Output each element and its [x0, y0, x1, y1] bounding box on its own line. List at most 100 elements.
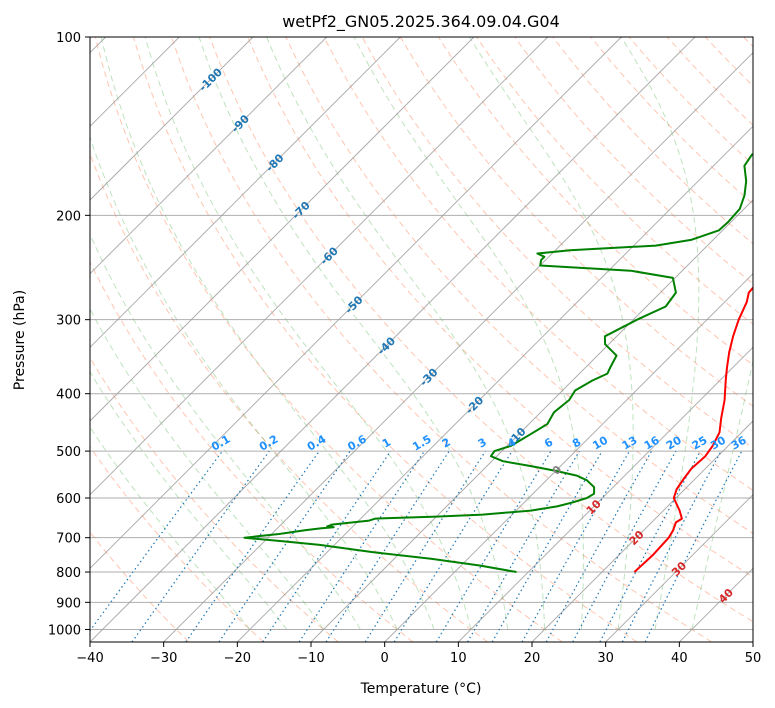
y-tick-label: 800: [56, 566, 81, 581]
mixing-ratio-label: 20: [664, 433, 684, 452]
dry-adiabat-line: [437, 37, 753, 366]
isotherm-line: [90, 37, 622, 570]
isotherm-line: [457, 346, 753, 642]
isotherm-label: -100: [196, 65, 225, 94]
moist-adiabat-line: [198, 37, 509, 630]
x-tick-label: −20: [224, 651, 251, 666]
x-tick-label: 0: [381, 651, 389, 666]
moist-adiabat-line: [90, 232, 361, 630]
isotherm-line: [163, 51, 753, 642]
isotherm-line: [90, 37, 696, 642]
isotherm-line: [310, 199, 753, 642]
dry-adiabat-line: [247, 37, 753, 578]
y-tick-label: 600: [56, 492, 81, 507]
isotherm-line: [236, 125, 753, 642]
mixing-ratio-label: 0.6: [345, 432, 369, 453]
dry-adiabat-line: [90, 356, 339, 642]
isotherm-line: [678, 567, 753, 642]
moist-adiabat-line: [144, 37, 472, 630]
isotherm-line: [90, 37, 549, 496]
mixing-ratio-label: 30: [708, 433, 728, 452]
moist-adiabat-line: [90, 308, 324, 630]
mixing-ratio-label: 6: [542, 435, 555, 450]
dry-adiabat-line: [743, 37, 753, 48]
dry-adiabat-line: [552, 37, 753, 245]
moist-adiabat-line: [691, 358, 753, 630]
isotherm-line: [90, 37, 401, 349]
x-tick-label: 30: [597, 651, 614, 666]
mixing-ratio-line: [325, 450, 450, 642]
moist-adiabat-line: [90, 135, 398, 630]
dry-adiabat-line: [90, 446, 264, 642]
dry-adiabat-line: [94, 37, 563, 642]
y-tick-label: 500: [56, 445, 81, 460]
mixing-ratio-line: [90, 450, 223, 632]
mixing-ratio-line: [466, 450, 580, 642]
moist-adiabat-line: [469, 37, 634, 630]
dry-adiabat-line: [476, 37, 753, 325]
dewpoint-profile-line: [243, 153, 753, 573]
y-tick-label: 1000: [48, 623, 81, 638]
dry-adiabat-line: [666, 37, 753, 126]
dry-adiabat-line: [514, 37, 753, 285]
moist-adiabat-line: [353, 37, 584, 630]
mixing-ratio-label: 1.5: [410, 433, 433, 454]
mixing-ratio-line: [572, 450, 677, 642]
dry-adiabat-line: [90, 531, 190, 642]
mixing-ratio-line: [218, 450, 351, 642]
isotherm-line: [90, 37, 475, 422]
moist-adiabat-line: [100, 37, 435, 630]
y-tick-label: 700: [56, 532, 81, 547]
mixing-ratio-line: [393, 450, 513, 642]
isotherm-line: [90, 37, 328, 275]
y-tick-label: 900: [56, 596, 81, 611]
y-tick-label: 400: [56, 388, 81, 403]
mixing-ratio-label: 10: [590, 433, 610, 452]
mixing-ratio-line: [131, 450, 270, 642]
x-tick-label: −40: [76, 651, 103, 666]
mixing-ratio-label: 8: [570, 436, 583, 451]
dry-adiabat-line: [323, 37, 753, 491]
mixing-ratio-label: 2: [440, 436, 453, 451]
isotherm-line: [384, 272, 753, 642]
moist-adiabat-line: [620, 37, 700, 630]
y-tick-label: 300: [56, 314, 81, 329]
mixing-ratio-label: 0.4: [305, 432, 329, 453]
mixing-ratio-line: [185, 450, 320, 642]
x-tick-label: 40: [671, 651, 688, 666]
moist-adiabat-line: [90, 426, 251, 630]
mixing-ratio-label: 3: [476, 436, 489, 451]
x-tick-label: −30: [150, 651, 177, 666]
x-tick-label: 10: [450, 651, 467, 666]
y-tick-label: 100: [56, 31, 81, 46]
mixing-ratio-label: 1: [380, 436, 393, 451]
mixing-ratio-label: 0.2: [257, 433, 280, 454]
x-tick-label: 20: [524, 651, 541, 666]
mixing-ratio-line: [262, 450, 392, 642]
mixing-ratio-line: [599, 450, 702, 642]
temperature-profile-line: [633, 286, 753, 573]
isotherm-line: [605, 493, 753, 642]
isotherm-line: [531, 420, 753, 642]
mixing-ratio-line: [298, 450, 425, 642]
background-lines: [90, 37, 753, 642]
mixing-ratio-label: 16: [642, 433, 662, 452]
x-tick-label: 50: [745, 651, 762, 666]
mixing-ratio-line: [364, 450, 486, 642]
y-axis-ticks: 100 200 300 400 500 600 700 800 900 1000: [48, 31, 90, 638]
isotherm-line: [752, 641, 753, 642]
moist-adiabat-line: [266, 37, 546, 630]
x-axis-ticks: −40 −30 −20 −10 0 10 20 30 40 50: [76, 642, 761, 666]
dry-adiabat-line: [171, 37, 712, 642]
x-tick-label: −10: [297, 651, 324, 666]
y-axis-label: Pressure (hPa): [12, 290, 28, 390]
y-tick-label: 200: [56, 209, 81, 224]
data-lines: [243, 153, 753, 573]
isotherm-label: -90: [229, 112, 252, 135]
dry-adiabat-line: [209, 37, 753, 623]
moist-adiabat-line: [90, 370, 288, 630]
dry-adiabat-line: [590, 37, 753, 205]
chart-title: wetPf2_GN05.2025.364.09.04.G04: [282, 12, 560, 32]
mixing-ratio-line: [435, 450, 552, 642]
